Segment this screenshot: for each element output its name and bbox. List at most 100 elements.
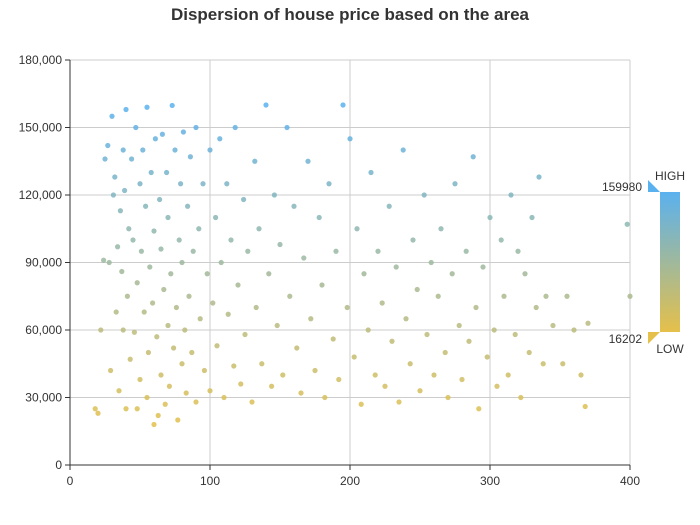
data-point[interactable] <box>277 241 283 248</box>
data-point[interactable] <box>158 372 164 378</box>
data-point[interactable] <box>501 293 507 299</box>
data-point[interactable] <box>550 322 556 329</box>
data-point[interactable] <box>358 401 364 407</box>
data-point[interactable] <box>459 376 465 383</box>
data-point[interactable] <box>168 271 174 277</box>
data-point[interactable] <box>141 309 147 315</box>
data-point[interactable] <box>571 327 577 333</box>
data-point[interactable] <box>407 361 413 367</box>
data-point[interactable] <box>190 248 196 254</box>
data-point[interactable] <box>166 383 172 389</box>
data-point[interactable] <box>518 394 524 401</box>
data-point[interactable] <box>143 203 149 209</box>
data-point[interactable] <box>480 264 486 270</box>
data-point[interactable] <box>463 248 469 254</box>
data-point[interactable] <box>274 322 280 329</box>
data-point[interactable] <box>225 311 231 317</box>
data-point[interactable] <box>382 383 388 389</box>
data-point[interactable] <box>322 394 328 401</box>
data-point[interactable] <box>368 169 374 176</box>
data-point[interactable] <box>112 174 118 180</box>
data-point[interactable] <box>386 203 392 209</box>
data-point[interactable] <box>543 293 549 299</box>
data-point[interactable] <box>284 124 290 131</box>
data-point[interactable] <box>200 181 206 187</box>
data-point[interactable] <box>435 293 441 299</box>
data-point[interactable] <box>124 293 130 299</box>
data-point[interactable] <box>476 406 482 412</box>
data-point[interactable] <box>116 388 122 394</box>
data-point[interactable] <box>218 259 224 266</box>
data-point[interactable] <box>421 192 427 198</box>
data-point[interactable] <box>133 124 139 131</box>
data-point[interactable] <box>110 192 116 198</box>
data-point[interactable] <box>186 293 192 299</box>
data-point[interactable] <box>470 154 476 160</box>
data-point[interactable] <box>256 226 262 232</box>
data-point[interactable] <box>347 136 353 142</box>
data-point[interactable] <box>106 259 112 266</box>
data-point[interactable] <box>92 406 98 412</box>
data-point[interactable] <box>178 181 184 187</box>
visual-map-legend[interactable]: HIGH LOW 159980 16202 <box>602 169 685 356</box>
data-point[interactable] <box>204 271 210 277</box>
data-point[interactable] <box>245 248 251 254</box>
data-point[interactable] <box>449 271 455 277</box>
data-point[interactable] <box>138 248 144 254</box>
data-point[interactable] <box>120 147 126 153</box>
data-point[interactable] <box>522 271 528 277</box>
data-point[interactable] <box>175 417 181 423</box>
data-point[interactable] <box>466 338 472 344</box>
data-point[interactable] <box>95 410 101 416</box>
data-point[interactable] <box>487 214 493 221</box>
data-point[interactable] <box>155 412 161 419</box>
data-point[interactable] <box>263 102 269 108</box>
data-point[interactable] <box>238 381 244 387</box>
data-point[interactable] <box>403 316 409 322</box>
data-point[interactable] <box>179 259 185 266</box>
data-point[interactable] <box>151 421 157 428</box>
data-point[interactable] <box>232 124 238 131</box>
data-point[interactable] <box>182 327 188 333</box>
data-point[interactable] <box>101 257 107 263</box>
data-point[interactable] <box>105 142 111 149</box>
data-point[interactable] <box>123 406 129 412</box>
data-point[interactable] <box>582 403 588 410</box>
data-point[interactable] <box>144 104 150 110</box>
data-point[interactable] <box>187 154 193 160</box>
data-point[interactable] <box>456 322 462 329</box>
data-point[interactable] <box>473 304 479 311</box>
data-point[interactable] <box>102 156 108 162</box>
data-point[interactable] <box>529 214 535 221</box>
data-point[interactable] <box>515 248 521 254</box>
data-point[interactable] <box>280 372 286 378</box>
data-point[interactable] <box>158 246 164 252</box>
data-point[interactable] <box>173 304 179 311</box>
data-point[interactable] <box>201 367 207 374</box>
data-point[interactable] <box>131 329 137 335</box>
data-point[interactable] <box>157 196 163 203</box>
data-point[interactable] <box>210 300 216 306</box>
data-point[interactable] <box>627 293 633 299</box>
data-point[interactable] <box>442 349 448 356</box>
data-point[interactable] <box>179 361 185 367</box>
data-point[interactable] <box>375 248 381 254</box>
data-point[interactable] <box>271 192 277 198</box>
data-point[interactable] <box>207 147 213 153</box>
data-point[interactable] <box>117 208 123 214</box>
data-point[interactable] <box>269 383 275 389</box>
data-point[interactable] <box>165 214 171 221</box>
data-point[interactable] <box>235 282 241 288</box>
data-point[interactable] <box>172 147 178 153</box>
data-point[interactable] <box>108 367 114 374</box>
data-point[interactable] <box>119 268 125 275</box>
data-point[interactable] <box>148 169 154 176</box>
data-point[interactable] <box>414 286 420 293</box>
data-point[interactable] <box>396 399 402 405</box>
data-point[interactable] <box>123 106 129 113</box>
data-point[interactable] <box>252 158 258 164</box>
data-point[interactable] <box>242 331 248 338</box>
data-point[interactable] <box>428 259 434 266</box>
data-point[interactable] <box>152 136 158 142</box>
data-point[interactable] <box>333 248 339 254</box>
